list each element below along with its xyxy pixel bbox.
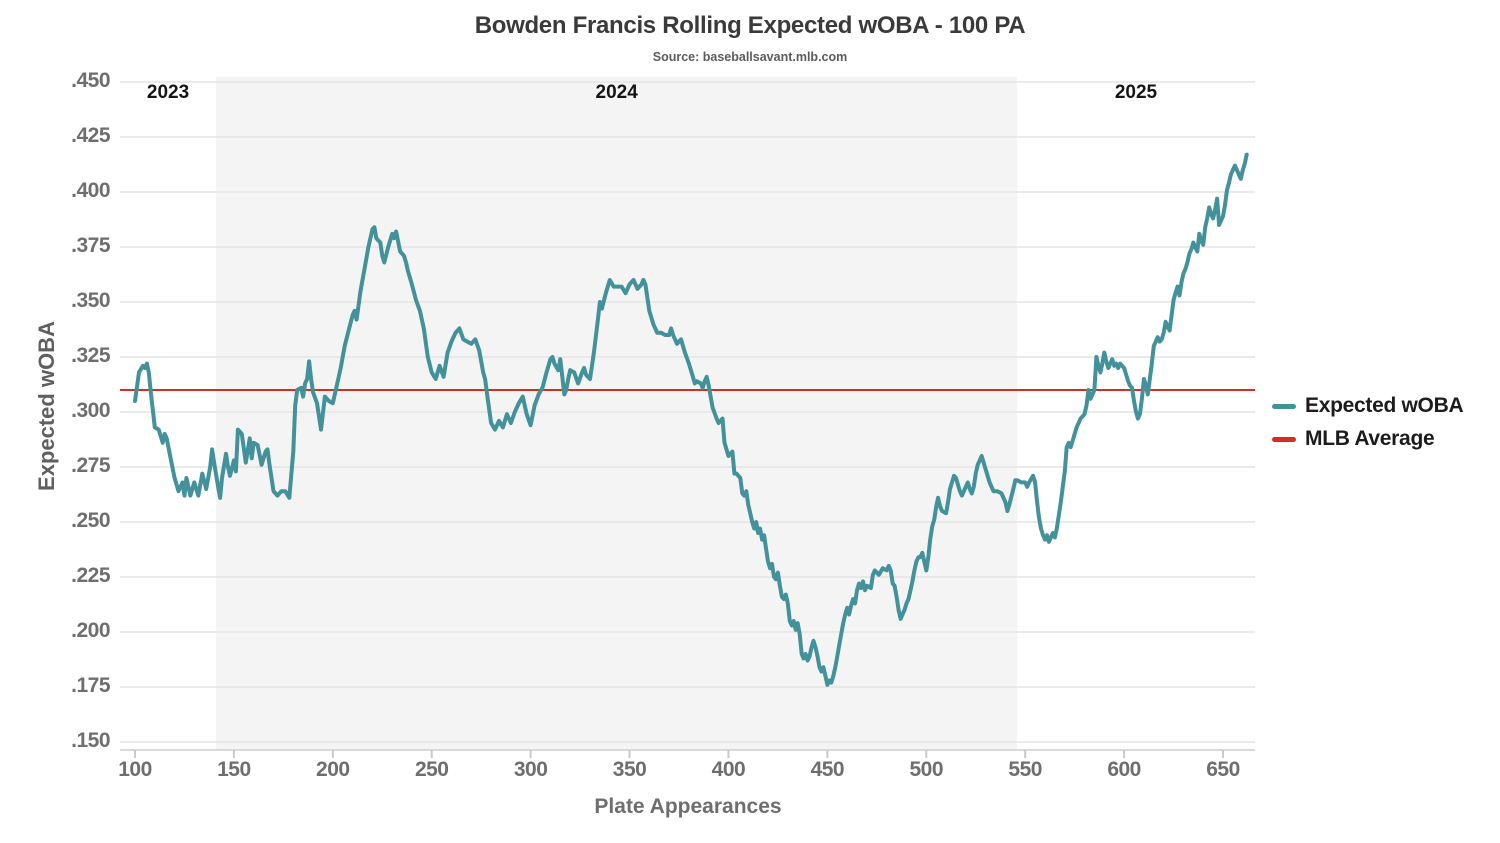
x-tick-label-300: 300 bbox=[513, 758, 548, 781]
expected-woba-line bbox=[133, 152, 1249, 687]
y-tick-label-.200: .200 bbox=[71, 619, 110, 642]
legend-item-expected-woba: Expected wOBA bbox=[1272, 394, 1464, 418]
y-tick-label-.325: .325 bbox=[71, 344, 110, 367]
legend-item-mlb-average: MLB Average bbox=[1272, 427, 1435, 451]
legend-label-mlb-average: MLB Average bbox=[1305, 427, 1435, 450]
y-tick-label-.425: .425 bbox=[71, 124, 110, 147]
x-tick-label-350: 350 bbox=[612, 758, 647, 781]
x-axis-layer bbox=[120, 749, 1255, 758]
x-axis-title: Plate Appearances bbox=[594, 795, 782, 818]
chart-title: Bowden Francis Rolling Expected wOBA - 1… bbox=[474, 12, 1026, 39]
x-tick-label-100: 100 bbox=[118, 758, 152, 781]
y-tick-label-.350: .350 bbox=[71, 289, 110, 312]
y-tick-label-.250: .250 bbox=[71, 509, 110, 532]
mlb-average-swatch-icon bbox=[1272, 436, 1296, 442]
year-label-2023: 2023 bbox=[146, 82, 190, 103]
year-label-2024: 2024 bbox=[595, 82, 638, 103]
y-tick-label-.450: .450 bbox=[71, 69, 110, 92]
x-tick-label-500: 500 bbox=[909, 758, 944, 781]
x-tick-label-200: 200 bbox=[316, 758, 350, 781]
x-tick-label-650: 650 bbox=[1206, 758, 1240, 781]
legend-label-expected-woba: Expected wOBA bbox=[1305, 394, 1464, 417]
x-tick-label-450: 450 bbox=[810, 758, 845, 781]
x-tick-label-150: 150 bbox=[217, 758, 251, 781]
chart-source-subtitle: Source: baseballsavant.mlb.com bbox=[652, 50, 848, 64]
x-tick-label-400: 400 bbox=[711, 758, 746, 781]
y-tick-label-.400: .400 bbox=[71, 179, 110, 202]
year-bands-layer bbox=[216, 77, 1018, 750]
season-band-2024 bbox=[216, 77, 1018, 750]
year-label-2025: 2025 bbox=[1114, 82, 1158, 103]
expected-woba-swatch-icon bbox=[1272, 403, 1296, 409]
y-tick-label-.275: .275 bbox=[71, 454, 110, 477]
y-tick-label-.225: .225 bbox=[71, 564, 110, 587]
y-tick-label-.175: .175 bbox=[71, 674, 110, 697]
y-tick-label-.150: .150 bbox=[71, 729, 110, 752]
x-tick-label-600: 600 bbox=[1107, 758, 1141, 781]
x-tick-label-550: 550 bbox=[1008, 758, 1042, 781]
x-tick-label-250: 250 bbox=[414, 758, 449, 781]
y-tick-label-.300: .300 bbox=[71, 399, 110, 422]
y-tick-label-.375: .375 bbox=[71, 234, 110, 257]
gridlines-layer bbox=[120, 81, 1255, 743]
